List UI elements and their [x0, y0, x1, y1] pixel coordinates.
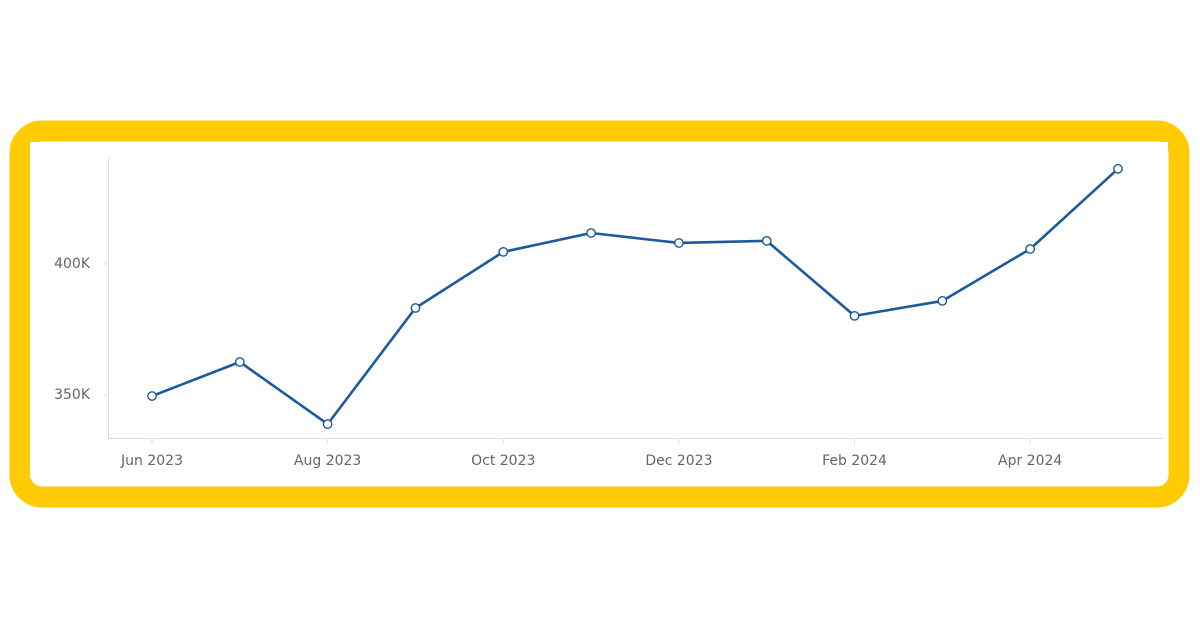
- point: [498, 246, 509, 257]
- point: [761, 235, 772, 246]
- x-tick-label: Feb 2024: [822, 453, 887, 469]
- point: [586, 228, 596, 238]
- point: [234, 357, 245, 367]
- point: [322, 419, 333, 430]
- point: [674, 238, 684, 248]
- x-tick-label: Oct 2023: [471, 453, 535, 469]
- plot-background: [30, 142, 1168, 478]
- point: [1025, 244, 1036, 254]
- point: [937, 296, 948, 306]
- y-tick-label: 350K: [54, 387, 91, 403]
- x-tick-label: Apr 2024: [998, 453, 1062, 469]
- plot: 350K 400K Jun 2023 Aug 2023 Oct 2023 Dec 2023…: [54, 163, 1123, 469]
- point: [410, 303, 421, 313]
- point: [849, 310, 860, 321]
- x-tick-label: Dec 2023: [645, 453, 712, 469]
- x-tick-label: Jun 2023: [120, 453, 183, 469]
- y-tick-label: 400K: [54, 256, 91, 272]
- point: [1113, 163, 1123, 174]
- point: [147, 391, 157, 401]
- line: [151, 167, 1119, 426]
- x-tick-label: Aug 2023: [294, 453, 361, 469]
